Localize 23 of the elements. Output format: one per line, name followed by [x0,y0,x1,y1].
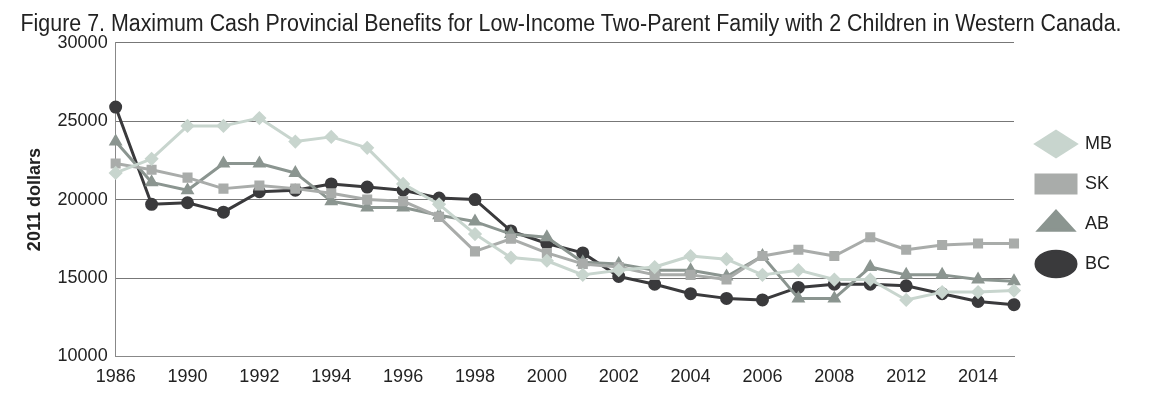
x-tick-label: 2006 [742,366,783,387]
x-tick-label: 1986 [95,366,136,387]
y-tick-label: 10000 [57,345,108,366]
x-tick-label: 2008 [814,366,855,387]
y-tick-label: 30000 [57,31,108,52]
y-tick-label: 20000 [57,188,108,209]
y-tick-label: 15000 [57,266,108,287]
y-tick-label: 25000 [57,110,108,131]
legend-label: AB [1085,212,1110,233]
x-tick-label: 1990 [167,366,208,387]
legend-label: BC [1085,252,1111,273]
x-tick-label: 1992 [239,366,280,387]
x-tick-label: 1996 [383,366,424,387]
x-tick-label: 2004 [670,366,711,387]
x-tick-label: 2000 [526,366,567,387]
x-tick-label: 1998 [454,366,496,387]
legend-label: SK [1085,172,1110,193]
x-tick-label: 2002 [598,366,639,387]
y-axis-title: 2011 dollars [23,148,44,252]
x-tick-label: 2014 [958,366,999,387]
x-tick-label: 1994 [311,366,352,387]
x-tick-label: 2012 [886,366,927,387]
legend-label: MB [1085,132,1112,153]
